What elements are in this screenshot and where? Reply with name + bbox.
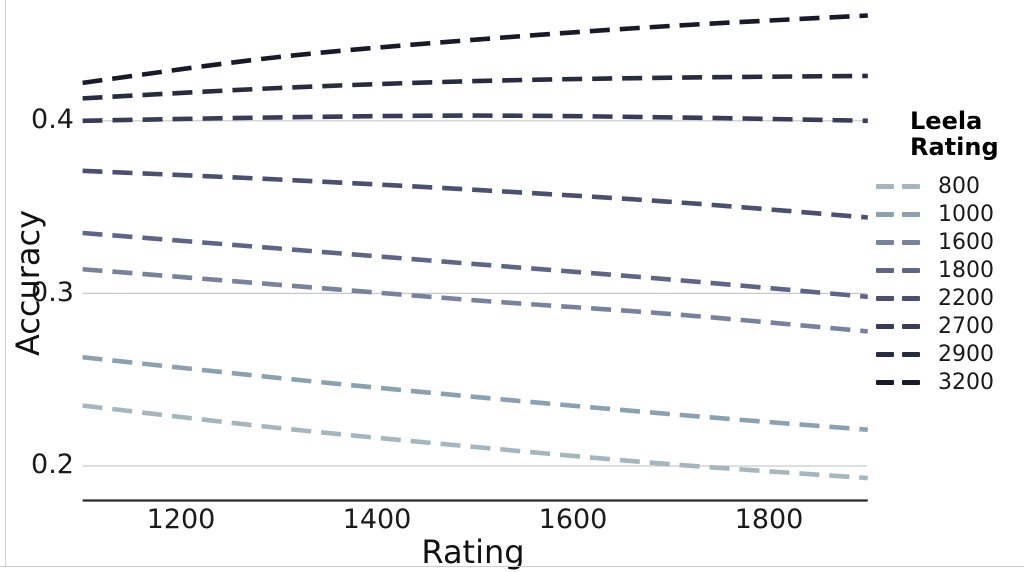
legend: Leela Rating 800 1000 1600 1800 2200 270…: [876, 108, 1022, 397]
x-tick-label-1200: 1200: [146, 504, 216, 535]
series-line-2900: [82, 73, 868, 101]
legend-item-800: 800: [876, 173, 1022, 201]
x-tick-label-1400: 1400: [342, 504, 412, 535]
series-line-1800: [82, 230, 868, 300]
y-tick-label-0.2: 0.2: [31, 449, 74, 480]
legend-label: 2700: [938, 314, 994, 340]
series-line-2700: [82, 113, 868, 124]
legend-item-2900: 2900: [876, 341, 1022, 369]
series-line-1600: [82, 266, 869, 334]
legend-label: 1000: [938, 202, 994, 228]
series-line-2200: [82, 168, 868, 220]
legend-label: 1800: [938, 258, 994, 284]
figure-border-bottom: [0, 566, 1024, 567]
legend-label: 800: [938, 174, 980, 200]
legend-swatch-2700: [876, 324, 922, 330]
y-axis-title: Accuracy: [9, 209, 47, 357]
series-line-1000: [82, 354, 868, 432]
series-line-800: [82, 403, 868, 481]
x-tick-label-1800: 1800: [734, 504, 804, 535]
x-tick-label-1600: 1600: [538, 504, 608, 535]
legend-swatch-1600: [876, 240, 922, 246]
legend-swatch-3200: [876, 380, 922, 386]
legend-swatch-2900: [876, 352, 922, 358]
y-tick-label-0.4: 0.4: [31, 104, 74, 135]
legend-item-2200: 2200: [876, 285, 1022, 313]
legend-item-1000: 1000: [876, 201, 1022, 229]
legend-label: 3200: [938, 370, 994, 396]
series-line-3200: [82, 13, 868, 86]
legend-swatch-800: [876, 184, 922, 190]
legend-swatch-1000: [876, 212, 922, 218]
legend-item-3200: 3200: [876, 369, 1022, 397]
legend-item-1600: 1600: [876, 229, 1022, 257]
legend-label: 2200: [938, 286, 994, 312]
legend-label: 2900: [938, 342, 994, 368]
legend-item-1800: 1800: [876, 257, 1022, 285]
y-tick-label-0.3: 0.3: [31, 277, 74, 308]
x-axis-title: Rating: [421, 533, 525, 571]
legend-swatch-1800: [876, 268, 922, 274]
legend-swatch-2200: [876, 296, 922, 302]
legend-label: 1600: [938, 230, 994, 256]
legend-title: Leela Rating: [910, 107, 999, 162]
legend-item-2700: 2700: [876, 313, 1022, 341]
figure-border-left: [5, 0, 6, 567]
